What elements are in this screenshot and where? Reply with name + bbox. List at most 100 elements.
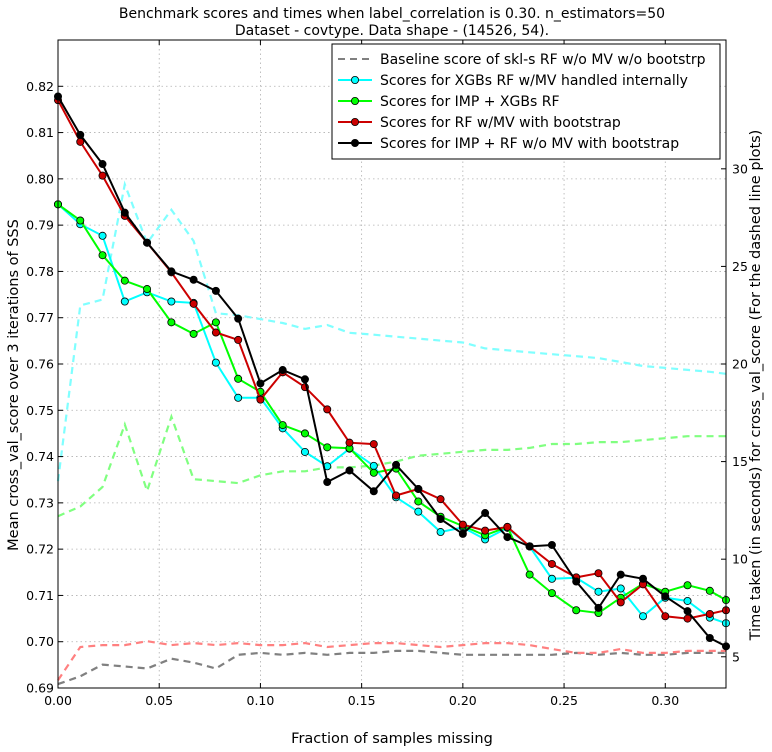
legend-box — [331, 43, 721, 160]
score-series-point-5 — [143, 285, 152, 294]
y-tick-label: 0.78 — [26, 264, 54, 279]
y-tick-label: 0.80 — [26, 171, 54, 186]
legend-label: Scores for IMP + XGBs RF — [380, 94, 560, 110]
y-tick-label: 0.82 — [26, 79, 54, 94]
legend-swatch-marker — [350, 138, 359, 147]
score-series-point-6 — [458, 520, 467, 529]
y2-tick-label: 15 — [732, 454, 748, 469]
legend-label: Scores for RF w/MV with bootstrap — [380, 115, 621, 131]
y-tick-label: 0.77 — [26, 310, 54, 325]
score-series-point-4 — [167, 297, 176, 306]
score-series-point-4 — [120, 297, 129, 306]
x-tick-label: 0.00 — [44, 693, 72, 708]
score-series-point-4 — [98, 231, 107, 240]
score-series-point-5 — [234, 374, 243, 383]
score-series-point-6 — [481, 526, 490, 535]
score-series-point-7 — [256, 379, 265, 388]
score-series-point-7 — [300, 375, 309, 384]
y2-tick-label: 5 — [732, 649, 740, 664]
legend-swatch-marker — [350, 118, 359, 127]
score-series-point-7 — [436, 515, 445, 524]
y-tick-label: 0.75 — [26, 403, 54, 418]
score-series-point-5 — [120, 276, 129, 285]
score-series-point-4 — [414, 507, 423, 516]
score-series-point-4 — [594, 587, 603, 596]
score-series-point-7 — [167, 267, 176, 276]
legend: Baseline score of skl-s RF w/o MV w/o bo… — [331, 43, 721, 160]
score-series-point-6 — [369, 440, 378, 449]
time-series-line-1 — [56, 180, 727, 482]
score-series-point-7 — [76, 130, 85, 139]
y2-axis-label: Time taken (in seconds) for cross_val_sc… — [748, 130, 764, 642]
score-series-point-6 — [211, 328, 220, 337]
score-series-line-6 — [57, 99, 727, 620]
score-series-point-7 — [414, 484, 423, 493]
score-series-point-7 — [481, 509, 490, 518]
x-axis-label: Fraction of samples missing — [291, 731, 493, 747]
score-series-point-7 — [572, 577, 581, 586]
score-series-point-7 — [616, 570, 625, 579]
y-axis-label: Mean cross_val_score over 3 iterations o… — [6, 219, 22, 551]
score-series-point-5 — [98, 251, 107, 260]
chart-subtitle: Dataset - covtype. Data shape - (14526, … — [235, 23, 549, 39]
score-series-point-7 — [392, 460, 401, 469]
score-series-point-5 — [167, 318, 176, 327]
score-series-point-5 — [300, 429, 309, 438]
score-series-point-5 — [547, 589, 556, 598]
score-series-point-7 — [323, 478, 332, 487]
time-series-line-2 — [57, 413, 726, 518]
score-series-point-7 — [503, 533, 512, 542]
score-series-point-5 — [414, 497, 423, 506]
score-series-point-5 — [189, 329, 198, 338]
y2-tick-label: 10 — [732, 552, 748, 567]
x-tick-label: 0.05 — [145, 693, 173, 708]
score-series-point-5 — [683, 581, 692, 590]
score-series-point-7 — [98, 160, 107, 169]
score-series-point-7 — [278, 366, 287, 375]
y2-tick-label: 20 — [732, 357, 748, 372]
score-series-point-7 — [458, 529, 467, 538]
y-tick-label: 0.70 — [26, 634, 54, 649]
chart-title: Benchmark scores and times when label_co… — [119, 6, 665, 22]
score-series-point-7 — [683, 607, 692, 616]
score-series-point-5 — [323, 443, 332, 452]
score-series-point-6 — [98, 171, 107, 180]
y-tick-label: 0.73 — [26, 495, 54, 510]
score-series-point-6 — [234, 335, 243, 344]
score-series-point-6 — [661, 612, 670, 621]
axis-ticks: 0.00 0.05 0.10 0.15 0.20 0.25 0.30 0.69 0.70 0.71… — [26, 40, 748, 708]
score-series-point-4 — [683, 596, 692, 605]
score-series-point-7 — [639, 574, 648, 583]
y-tick-label: 0.74 — [26, 449, 54, 464]
x-tick-label: 0.30 — [651, 693, 679, 708]
legend-swatch-marker — [350, 97, 359, 106]
score-series-point-6 — [323, 405, 332, 414]
score-series-point-5 — [211, 318, 220, 327]
legend-label: Baseline score of skl-s RF w/o MV w/o bo… — [380, 52, 706, 68]
legend-swatch-marker — [350, 76, 359, 85]
time-series-layer — [56, 180, 727, 686]
y-tick-label: 0.72 — [26, 542, 54, 557]
score-series-point-7 — [345, 466, 354, 475]
score-series-point-4 — [300, 447, 309, 456]
score-series-point-4 — [547, 574, 556, 583]
score-series-line-4 — [57, 203, 727, 625]
score-series-point-4 — [639, 612, 648, 621]
score-series-point-5 — [705, 586, 714, 595]
y-tick-label: 0.79 — [26, 218, 54, 233]
score-series-layer — [54, 92, 731, 651]
score-series-point-7 — [705, 634, 714, 643]
y-tick-label: 0.71 — [26, 588, 54, 603]
score-series-point-6 — [189, 299, 198, 308]
y-tick-label: 0.76 — [26, 357, 54, 372]
score-series-point-7 — [369, 487, 378, 496]
score-series-point-7 — [525, 542, 534, 551]
score-series-point-5 — [76, 216, 85, 225]
score-series-point-4 — [369, 461, 378, 470]
score-series-point-5 — [572, 606, 581, 615]
score-series-point-7 — [120, 208, 129, 217]
score-series-point-6 — [503, 522, 512, 531]
time-series-line-3 — [57, 640, 726, 681]
score-series-point-6 — [683, 614, 692, 623]
